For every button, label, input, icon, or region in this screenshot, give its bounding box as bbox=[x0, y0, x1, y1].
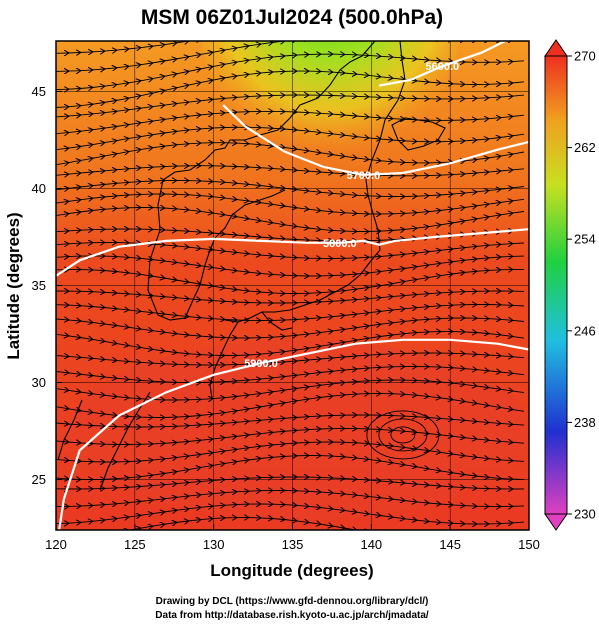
streamline bbox=[56, 477, 525, 489]
height-contour-line bbox=[222, 104, 529, 177]
x-axis: 120 125 130 135 140 145 150 bbox=[45, 524, 540, 552]
y-axis: 25 30 35 40 45 bbox=[32, 84, 62, 487]
colorbar-tick-label: 246 bbox=[574, 323, 596, 338]
streamline-eddy bbox=[366, 410, 440, 460]
height-contour-line bbox=[56, 228, 529, 277]
colorbar-bottom-triangle bbox=[544, 513, 568, 531]
contour-label: 5800.0 bbox=[323, 238, 357, 250]
height-contour-line bbox=[58, 338, 529, 530]
streamlines bbox=[56, 41, 525, 530]
colorbar-tick-label: 254 bbox=[574, 232, 596, 247]
y-tick-label: 35 bbox=[32, 278, 46, 293]
streamline-eddy bbox=[378, 418, 428, 452]
y-tick-label: 25 bbox=[32, 472, 46, 487]
credit-line-1: Drawing by DCL (https://www.gfd-dennou.o… bbox=[156, 596, 429, 607]
streamline bbox=[56, 208, 525, 232]
x-tick-label: 150 bbox=[518, 537, 540, 552]
streamline bbox=[56, 166, 525, 176]
contour-label: 5900.0 bbox=[244, 358, 278, 370]
streamline bbox=[56, 143, 525, 165]
x-tick-label: 120 bbox=[45, 537, 67, 552]
streamline-eddy bbox=[390, 426, 416, 444]
colorbar-tick-label: 262 bbox=[574, 140, 596, 155]
colorbar-tick-label: 238 bbox=[574, 415, 596, 430]
contour-label: 5700.0 bbox=[347, 170, 381, 182]
x-tick-label: 140 bbox=[360, 537, 382, 552]
plot-area: 5600.0 5700.0 5800.0 5900.0 bbox=[56, 41, 529, 530]
streamline bbox=[56, 353, 525, 365]
y-tick-label: 30 bbox=[32, 375, 46, 390]
streamline bbox=[56, 111, 525, 133]
height-contour-line bbox=[379, 41, 506, 87]
contour-label: 5600.0 bbox=[425, 61, 459, 73]
colorbar-top-triangle bbox=[544, 39, 568, 57]
colorbar-gradient bbox=[544, 55, 568, 515]
x-tick-label: 135 bbox=[282, 537, 304, 552]
y-tick-label: 45 bbox=[32, 84, 46, 99]
y-axis-label: Latitude (degrees) bbox=[4, 212, 23, 359]
colorbar: 230 238 246 254 262 270 bbox=[544, 39, 596, 531]
colorbar-tick-label: 270 bbox=[574, 49, 596, 64]
x-axis-label: Longitude (degrees) bbox=[210, 561, 373, 580]
colorbar-tick-label: 230 bbox=[574, 507, 596, 522]
x-tick-label: 145 bbox=[439, 537, 461, 552]
height-contours: 5600.0 5700.0 5800.0 5900.0 bbox=[56, 41, 529, 530]
y-tick-label: 40 bbox=[32, 181, 46, 196]
credit-line-2: Data from http://database.rish.kyoto-u.a… bbox=[155, 610, 429, 621]
chart-title: MSM 06Z01Jul2024 (500.0hPa) bbox=[141, 6, 443, 29]
x-tick-label: 130 bbox=[203, 537, 225, 552]
x-tick-label: 125 bbox=[124, 537, 146, 552]
